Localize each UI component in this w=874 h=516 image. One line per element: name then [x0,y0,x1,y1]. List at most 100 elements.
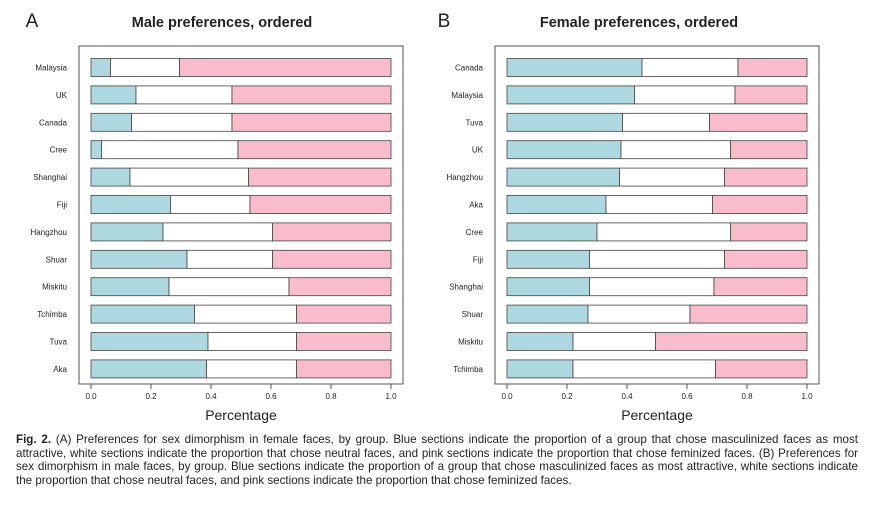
caption-text: (A) Preferences for sex dimorphism in fe… [16,433,858,487]
category-label: Fiji [57,201,67,210]
bar-neutral [572,359,716,379]
bar-feminized [296,332,392,351]
category-label: Tchimba [37,310,67,319]
bar-neutral [634,85,736,105]
bar-neutral [620,140,731,160]
category-label: Malaysia [451,91,483,100]
bar-masculinized [506,277,590,297]
bar-feminized [272,249,392,269]
x-tick-label: 0.6 [681,392,693,401]
bar-neutral [622,112,710,132]
bar-masculinized [506,222,598,242]
bar-masculinized [506,359,574,379]
bar-neutral [131,112,233,132]
bar-feminized [712,195,808,214]
bar-feminized [724,249,808,269]
caption-label: Fig. 2. [16,433,52,446]
bar-feminized [272,222,392,242]
chart-title: Male preferences, ordered [132,15,313,31]
bar-feminized [231,112,392,132]
category-label: Tuva [466,118,484,127]
chart-panel-b: B Female preferences, ordered Canada Malays… [438,11,820,423]
panel-label: A [26,11,39,32]
category-label: Miskitu [42,283,67,292]
bar-masculinized [90,58,111,77]
bar-neutral [572,332,656,351]
bar-masculinized [90,249,188,269]
category-label: Cree [466,228,484,237]
x-tick-label: 0.4 [205,392,217,401]
bar-feminized [715,359,808,379]
x-tick-label: 0.2 [561,392,573,401]
plot-frame [494,45,820,385]
bar-masculinized [506,112,623,132]
x-axis-label: Percentage [621,407,693,423]
bar-masculinized [90,195,171,214]
category-label: Shanghai [449,283,483,292]
bar-feminized [713,277,808,297]
bar-masculinized [506,167,620,187]
bar-masculinized [90,140,102,160]
category-label: Miskitu [458,338,483,347]
bar-neutral [589,249,725,269]
bar-feminized [737,58,808,77]
bar-neutral [619,167,725,187]
category-label: Shuar [462,310,484,319]
bar-neutral [206,359,297,379]
category-label: Fiji [473,255,483,264]
bar-neutral [135,85,233,105]
bar-neutral [186,249,273,269]
bar-feminized [689,304,808,324]
category-label: UK [56,91,68,100]
bar-neutral [129,167,249,187]
figure-panels: A Male preferences, ordered Malaysia UK Cana… [26,11,820,423]
bar-neutral [170,195,251,214]
bar-neutral [110,58,180,77]
x-tick-label: 0.8 [741,392,753,401]
x-tick-label: 0.4 [621,392,633,401]
category-label: Tuva [50,338,68,347]
bar-feminized [237,140,392,160]
category-label: Shanghai [33,173,67,182]
x-tick-label: 0.0 [85,392,97,401]
bar-masculinized [90,359,207,379]
bar-masculinized [506,85,635,105]
plot-frame [78,45,404,385]
figure-caption: Fig. 2. (A) Preferences for sex dimorphi… [16,433,858,487]
bar-feminized [249,195,392,214]
bar-neutral [168,277,290,297]
bar-feminized [288,277,392,297]
bar-neutral [587,304,691,324]
category-label: Canada [455,64,484,73]
bar-feminized [724,167,808,187]
bar-neutral [641,58,739,77]
bar-feminized [655,332,808,351]
category-label: Cree [50,146,68,155]
category-label: Aka [469,201,483,210]
bar-masculinized [506,195,607,214]
category-label: Aka [53,365,67,374]
category-label: Tchimba [453,365,483,374]
bar-feminized [730,222,808,242]
bar-neutral [207,332,297,351]
bar-feminized [296,359,392,379]
bar-neutral [162,222,273,242]
bar-feminized [296,304,392,324]
x-axis-label: Percentage [205,407,277,423]
bar-neutral [596,222,731,242]
category-label: Shuar [46,255,68,264]
bar-neutral [194,304,297,324]
x-tick-label: 0.0 [501,392,513,401]
category-label: UK [472,146,484,155]
bar-masculinized [506,58,643,77]
bar-neutral [101,140,239,160]
category-label: Canada [39,118,68,127]
bar-masculinized [90,277,170,297]
bar-feminized [231,85,392,105]
chart-title: Female preferences, ordered [540,15,738,31]
bar-masculinized [506,249,590,269]
bar-masculinized [90,112,132,132]
bar-masculinized [90,304,195,324]
x-tick-label: 0.6 [265,392,277,401]
category-label: Hangzhou [31,228,67,237]
